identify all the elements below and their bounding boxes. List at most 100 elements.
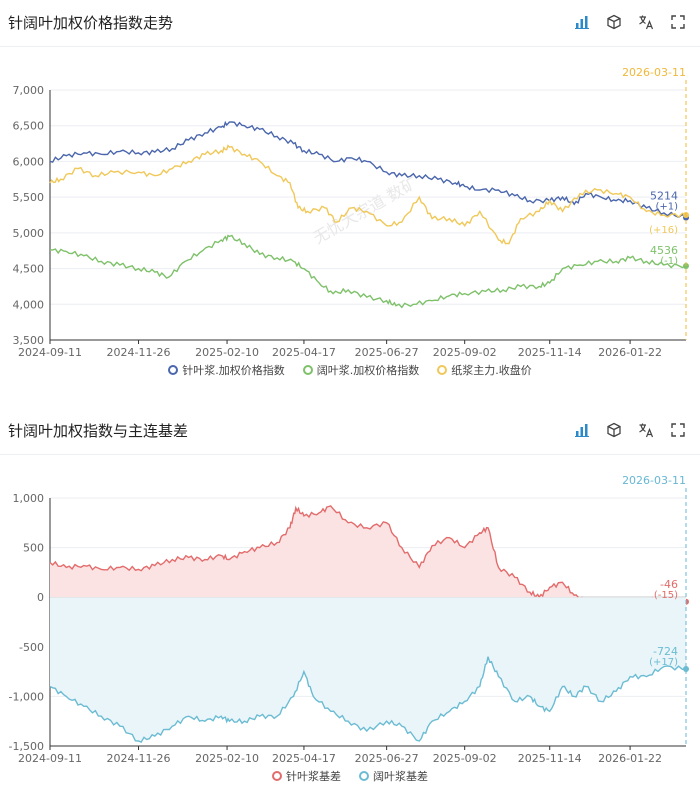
legend-label: 阔叶浆基差: [373, 770, 428, 783]
x-tick-label: 2026-01-22: [598, 752, 662, 765]
series-line: [49, 120, 687, 219]
x-tick-label: 2024-09-11: [18, 346, 82, 359]
y-tick-label: 4,500: [13, 263, 45, 276]
marker-date-label: 2026-03-11: [622, 474, 686, 487]
translate-icon[interactable]: [634, 10, 658, 34]
legend-dot-icon: [359, 771, 369, 781]
x-tick-label: 2025-11-14: [518, 752, 582, 765]
svg-text:2025-02-10: 2025-02-10: [195, 346, 259, 359]
svg-text:5,500: 5,500: [13, 191, 45, 204]
panel-title: 针阔叶加权指数与主连基差: [8, 422, 189, 440]
x-tick-label: 2025-09-02: [433, 346, 497, 359]
basis-panel: 针阔叶加权指数与主连基差 -1,500-1,000-50005001,000无忧…: [0, 408, 700, 795]
toolbar: [570, 10, 690, 34]
series-end-point: [683, 666, 689, 673]
svg-text:1,000: 1,000: [13, 492, 45, 505]
svg-text:7,000: 7,000: [13, 84, 45, 97]
svg-text:2024-09-11: 2024-09-11: [18, 752, 82, 765]
bar-chart-icon[interactable]: [570, 10, 594, 34]
svg-text:5,000: 5,000: [13, 227, 45, 240]
y-tick-label: 3,500: [13, 334, 45, 347]
svg-text:2025-02-10: 2025-02-10: [195, 752, 259, 765]
series-last-value: 4536: [650, 244, 678, 257]
legend-label: 阔叶浆.加权价格指数: [316, 364, 420, 377]
fullscreen-icon[interactable]: [666, 10, 690, 34]
svg-text:2025-06-27: 2025-06-27: [355, 346, 419, 359]
svg-text:4,500: 4,500: [13, 263, 45, 276]
toolbar: [570, 418, 690, 442]
series-line: [49, 505, 687, 606]
legend-dot-icon: [302, 365, 313, 375]
y-tick-label: 5,500: [13, 191, 45, 204]
x-tick-label: 2025-11-14: [518, 346, 582, 359]
translate-icon[interactable]: [634, 418, 658, 442]
x-tick-label: 2026-01-22: [598, 346, 662, 359]
svg-text:2024-11-26: 2024-11-26: [107, 752, 171, 765]
price-index-panel: 针阔叶加权价格指数走势 3,500 4,000 4,500 5,000 5,500 6,0…: [0, 0, 700, 395]
y-tick-label: -1,500: [9, 740, 44, 753]
svg-text:2025-11-14: 2025-11-14: [518, 752, 582, 765]
legend-label: 针叶浆基差: [286, 770, 341, 783]
legend-item[interactable]: 阔叶浆.加权价格指数: [302, 362, 420, 378]
series-line: [49, 144, 687, 245]
series-last-change: (-1): [660, 256, 678, 267]
y-tick-label: -500: [19, 641, 44, 654]
svg-text:2026-01-22: 2026-01-22: [598, 752, 662, 765]
divider: [0, 46, 700, 47]
x-tick-label: 2024-11-26: [107, 346, 171, 359]
svg-text:2026-01-22: 2026-01-22: [598, 346, 662, 359]
legend-dot-icon: [168, 365, 179, 375]
series-last-value: 5214: [650, 190, 678, 203]
series-last-value: -46: [660, 578, 678, 591]
series-last-change: (-15): [654, 590, 678, 601]
legend-item[interactable]: 阔叶浆基差: [359, 768, 428, 784]
legend-item[interactable]: 针叶浆.加权价格指数: [168, 362, 285, 378]
legend-dot-icon: [272, 771, 282, 781]
watermark: 无忧大宗道 数矿: [310, 173, 421, 248]
series-last-change: (+17): [649, 657, 678, 668]
svg-text:2025-09-02: 2025-09-02: [433, 752, 497, 765]
x-tick-label: 2025-06-27: [355, 346, 419, 359]
x-tick-label: 2024-11-26: [107, 752, 171, 765]
svg-text:500: 500: [23, 542, 44, 555]
fullscreen-icon[interactable]: [666, 418, 690, 442]
svg-text:-1,500: -1,500: [9, 740, 44, 753]
y-tick-label: 500: [23, 542, 44, 555]
x-tick-label: 2025-04-17: [272, 346, 336, 359]
series-line: [49, 656, 687, 743]
svg-text:2025-04-17: 2025-04-17: [272, 752, 336, 765]
bar-chart-icon[interactable]: [570, 418, 594, 442]
y-tick-label: -1,000: [9, 690, 44, 703]
svg-text:2025-06-27: 2025-06-27: [355, 752, 419, 765]
legend-dot-icon: [437, 365, 448, 375]
x-tick-label: 2024-09-11: [18, 752, 82, 765]
svg-text:4,000: 4,000: [13, 298, 45, 311]
x-tick-label: 2025-06-27: [355, 752, 419, 765]
svg-text:-1,000: -1,000: [9, 690, 44, 703]
legend-label: 针叶浆.加权价格指数: [182, 364, 285, 377]
cube-icon[interactable]: [602, 418, 626, 442]
legend-label: 纸浆主力.收盘价: [451, 364, 532, 377]
legend: 针叶浆基差 阔叶浆基差: [0, 768, 700, 784]
svg-text:2025-09-02: 2025-09-02: [433, 346, 497, 359]
x-tick-label: 2025-02-10: [195, 346, 259, 359]
series-area: [50, 505, 686, 605]
series-last-change: (+16): [649, 225, 678, 236]
legend-item[interactable]: 纸浆主力.收盘价: [437, 362, 532, 378]
y-tick-label: 5,000: [13, 227, 45, 240]
series-last-value: -724: [653, 645, 678, 658]
svg-text:2024-11-26: 2024-11-26: [107, 346, 171, 359]
y-tick-label: 0: [37, 591, 44, 604]
svg-text:6,000: 6,000: [13, 155, 45, 168]
y-tick-label: 1,000: [13, 492, 45, 505]
svg-text:2025-11-14: 2025-11-14: [518, 346, 582, 359]
cube-icon[interactable]: [602, 10, 626, 34]
x-tick-label: 2025-02-10: [195, 752, 259, 765]
legend-item[interactable]: 针叶浆基差: [272, 768, 341, 784]
x-tick-label: 2025-09-02: [433, 752, 497, 765]
svg-text:2024-09-11: 2024-09-11: [18, 346, 82, 359]
series-area: [50, 597, 686, 743]
svg-text:0: 0: [37, 591, 44, 604]
legend: 针叶浆.加权价格指数 阔叶浆.加权价格指数 纸浆主力.收盘价: [0, 362, 700, 378]
